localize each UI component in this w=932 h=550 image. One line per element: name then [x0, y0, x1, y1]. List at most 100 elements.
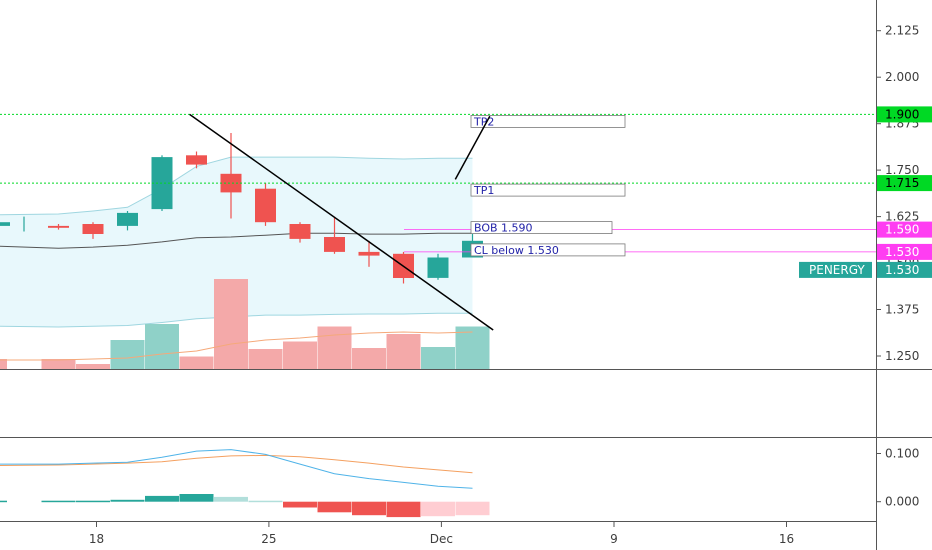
candle[interactable] — [289, 222, 311, 243]
candle-body[interactable] — [289, 224, 311, 239]
candle-body[interactable] — [220, 173, 242, 193]
moving-average-line — [0, 232, 473, 249]
macd-histogram-bar — [179, 494, 214, 502]
volume-bar — [214, 279, 248, 369]
time-tick-label: 16 — [779, 532, 794, 546]
macd-histogram-bar — [421, 501, 455, 517]
candle[interactable] — [186, 151, 207, 169]
volume-bar — [179, 356, 214, 369]
price-tick-label: 1.750 — [885, 163, 919, 177]
candle-body[interactable] — [427, 257, 449, 278]
price-level-tag[interactable] — [877, 221, 932, 238]
macd-histogram-bar — [41, 500, 76, 503]
bollinger-band-fill — [0, 157, 473, 327]
bollinger-upper-line — [0, 156, 473, 216]
candle[interactable] — [82, 222, 104, 239]
volume-bar — [421, 347, 455, 369]
price-pane[interactable] — [0, 133, 483, 328]
macd-signal-line — [0, 454, 473, 474]
time-tick-label: 25 — [261, 532, 276, 546]
volume-bar — [248, 349, 283, 369]
candle-body[interactable] — [48, 225, 69, 228]
volume-bar — [0, 359, 7, 369]
macd-histogram-bar — [352, 501, 386, 516]
macd-histogram-bar — [110, 499, 145, 502]
candle-body[interactable] — [0, 222, 10, 226]
time-tick-label: 18 — [89, 532, 104, 546]
time-tick-label: 9 — [610, 532, 618, 546]
macd-histogram-bar — [283, 501, 317, 508]
volume-bar — [386, 334, 421, 369]
candle-body[interactable] — [151, 157, 173, 210]
candle-body[interactable] — [255, 188, 276, 223]
last-price-tag[interactable] — [877, 261, 932, 278]
macd-line — [0, 449, 473, 489]
trendline[interactable] — [189, 113, 494, 331]
candle[interactable] — [0, 216, 25, 232]
macd-histogram-bar — [317, 501, 352, 513]
level-note-text: BOB 1.590 — [474, 222, 533, 235]
projection-line[interactable] — [454, 115, 491, 180]
price-tick-label: 1.625 — [885, 210, 919, 224]
price-tick-label: 1.375 — [885, 303, 919, 317]
time-tick-label: Dec — [430, 532, 453, 546]
macd-tick-label: 0.000 — [885, 495, 919, 509]
candle-body[interactable] — [358, 251, 380, 256]
candle-body[interactable] — [117, 212, 138, 226]
price-level-tag[interactable] — [877, 106, 932, 123]
macd-histogram-bar — [455, 501, 490, 516]
symbol-tag[interactable] — [799, 261, 872, 278]
volume-bar — [145, 324, 179, 369]
time-axis[interactable]: 18 25 Dec 9 16 — [89, 522, 794, 546]
last-price-tag-label: 1.530 — [885, 263, 919, 277]
volume-bar — [76, 364, 110, 369]
volume-ma-line — [0, 331, 473, 361]
volume-bar — [283, 341, 317, 369]
level-note-box[interactable] — [470, 183, 626, 197]
price-tick-label: 1.250 — [885, 349, 919, 363]
price-axis[interactable]: 2.1252.0001.8751.7501.6251.5001.3751.250… — [799, 24, 932, 509]
price-level-tag-label: 1.590 — [885, 223, 919, 237]
candle[interactable] — [151, 155, 173, 211]
price-level-tag[interactable] — [877, 243, 932, 260]
candle-body[interactable] — [324, 237, 345, 252]
volume-bar — [110, 340, 145, 369]
macd-pane[interactable] — [0, 449, 490, 518]
price-tick-label: 2.125 — [885, 24, 919, 38]
price-level-tag-label: 1.715 — [885, 176, 919, 190]
macd-histogram-bar — [248, 500, 283, 503]
candle[interactable] — [358, 240, 380, 267]
candle[interactable] — [255, 183, 276, 226]
macd-histogram-bar — [145, 495, 179, 502]
level-note-text: TP1 — [473, 184, 494, 197]
price-level-tag-label: 1.530 — [885, 245, 919, 259]
macd-histogram-bar — [214, 496, 248, 502]
symbol-tag-label: PENERGY — [809, 263, 865, 277]
volume-bar — [455, 326, 490, 369]
volume-bar — [41, 359, 76, 369]
price-level-tag[interactable] — [877, 175, 932, 192]
volume-pane — [0, 279, 490, 369]
macd-histogram-bar — [0, 500, 7, 503]
candle[interactable] — [117, 211, 138, 231]
candle[interactable] — [427, 253, 449, 280]
macd-histogram-bar — [386, 501, 421, 518]
level-note-box[interactable] — [470, 221, 613, 235]
price-level-tag-label: 1.900 — [885, 107, 919, 121]
candle[interactable] — [220, 133, 242, 219]
candle-body[interactable] — [186, 155, 207, 165]
candle[interactable] — [324, 216, 345, 254]
macd-tick-label: 0.100 — [885, 447, 919, 461]
candle-body[interactable] — [82, 224, 104, 234]
volume-bar — [317, 326, 352, 369]
level-note-text: CL below 1.530 — [474, 244, 559, 257]
level-note-box[interactable] — [470, 243, 626, 257]
level-note-box[interactable] — [470, 115, 626, 128]
candle[interactable] — [48, 224, 69, 230]
price-tick-label: 2.000 — [885, 70, 919, 84]
volume-bar — [352, 348, 386, 369]
macd-histogram-bar — [76, 500, 110, 503]
bollinger-lower-line — [0, 312, 473, 328]
